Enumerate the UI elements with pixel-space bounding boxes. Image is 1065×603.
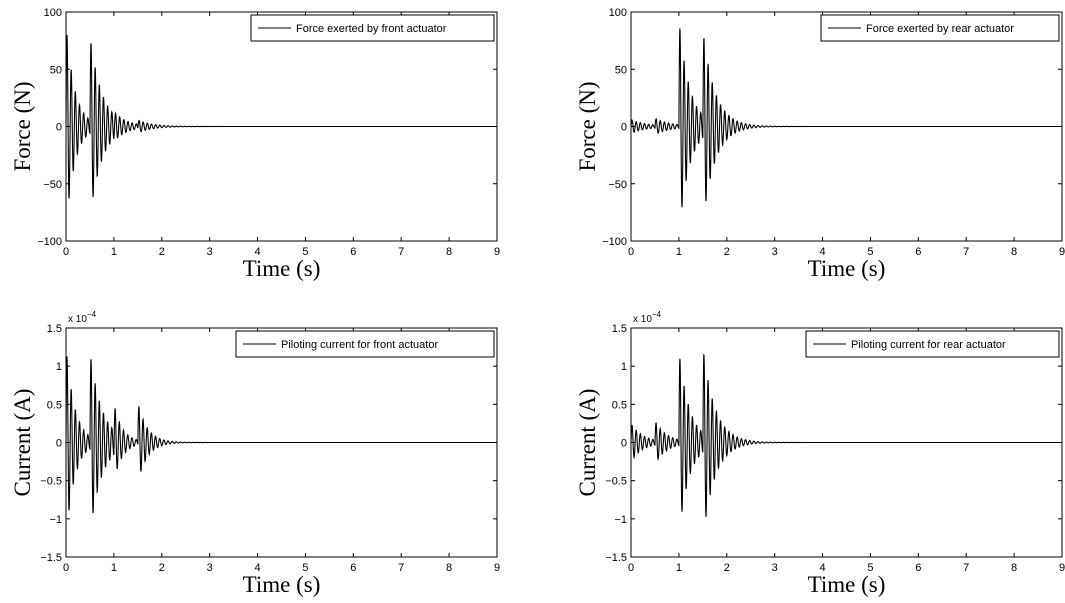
x-tick-label: 3 xyxy=(207,562,213,574)
legend-box xyxy=(235,330,495,358)
x-tick-label: 0 xyxy=(628,246,634,258)
x-axis-label: Time (s) xyxy=(808,572,886,597)
x-tick-label: 1 xyxy=(676,562,682,574)
y-tick-label: 0 xyxy=(621,438,627,450)
y-tick-label: 1.5 xyxy=(612,323,627,335)
x-tick-label: 9 xyxy=(1059,562,1065,574)
legend: Force exerted by front actuator xyxy=(250,14,495,42)
chart-panel-1: 0 1 2 3 4 5 6 7 8 9 −100 −50 0 50 100 Time (s) Force (N)… xyxy=(10,7,500,281)
x-tick-label: 3 xyxy=(772,562,778,574)
x-tick-label: 1 xyxy=(111,562,117,574)
y-tick-label: 50 xyxy=(615,64,627,76)
x-tick-label: 5 xyxy=(302,562,308,574)
x-tick-label: 8 xyxy=(1011,562,1017,574)
x-tick-label: 6 xyxy=(350,562,356,574)
legend-entry: Piloting current for front actuator xyxy=(281,339,438,351)
legend: Force exerted by rear actuator xyxy=(820,14,1060,42)
x-tick-label: 1 xyxy=(111,246,117,258)
legend: Piloting current for rear actuator xyxy=(805,330,1060,358)
x-tick-label: 2 xyxy=(159,562,165,574)
y-tick-label: 1.5 xyxy=(47,323,62,335)
legend-entry: Force exerted by rear actuator xyxy=(866,23,1014,35)
series-line xyxy=(631,353,1062,517)
x-tick-label: 4 xyxy=(819,246,825,258)
x-tick-label: 5 xyxy=(867,562,873,574)
x-tick-label: 8 xyxy=(446,562,452,574)
y-tick-label: −1.5 xyxy=(605,552,627,564)
series-line xyxy=(66,34,497,199)
x-tick-label: 3 xyxy=(207,246,213,258)
x-axis-label: Time (s) xyxy=(808,256,886,281)
x-tick-label: 0 xyxy=(628,562,634,574)
chart-panel-2: 0 1 2 3 4 5 6 7 8 9 −100 −50 0 50 100 Time (s) Force (N)… xyxy=(575,7,1065,281)
y-tick-label: 0 xyxy=(56,438,62,450)
y-tick-label: −50 xyxy=(43,179,62,191)
y-tick-label: 50 xyxy=(50,64,62,76)
x-axis-label: Time (s) xyxy=(243,256,321,281)
x-tick-label: 7 xyxy=(963,246,969,258)
x-tick-label: 0 xyxy=(63,246,69,258)
y-tick-label: −1 xyxy=(49,514,62,526)
x-tick-label: 4 xyxy=(254,246,260,258)
y-axis-label: Force (N) xyxy=(575,81,600,171)
y-tick-label: 0 xyxy=(56,122,62,134)
x-tick-label: 1 xyxy=(676,246,682,258)
x-axis-label: Time (s) xyxy=(243,572,321,597)
y-tick-label: 100 xyxy=(609,7,627,19)
x-tick-label: 2 xyxy=(159,246,165,258)
y-axis-label: Force (N) xyxy=(10,81,35,171)
x-tick-label: 9 xyxy=(1059,246,1065,258)
y-tick-label: −100 xyxy=(602,236,627,248)
x-tick-label: 7 xyxy=(963,562,969,574)
series-line xyxy=(66,356,497,514)
y-tick-label: −100 xyxy=(37,236,62,248)
y-exponent-label: x 10−4 xyxy=(633,310,662,325)
y-tick-label: 0 xyxy=(621,122,627,134)
y-tick-label: −50 xyxy=(608,179,627,191)
legend-box xyxy=(250,14,495,42)
y-tick-label: 0.5 xyxy=(47,399,62,411)
x-tick-label: 8 xyxy=(1011,246,1017,258)
x-tick-label: 5 xyxy=(867,246,873,258)
y-axis-label: Current (A) xyxy=(10,389,35,497)
x-tick-label: 2 xyxy=(724,246,730,258)
x-tick-label: 9 xyxy=(494,562,500,574)
series-line xyxy=(631,28,1062,208)
y-tick-label: −1 xyxy=(614,514,627,526)
x-tick-label: 7 xyxy=(398,246,404,258)
y-tick-label: 1 xyxy=(56,361,62,373)
x-tick-label: 6 xyxy=(350,246,356,258)
x-tick-label: 3 xyxy=(772,246,778,258)
x-tick-label: 6 xyxy=(915,246,921,258)
x-tick-label: 9 xyxy=(494,246,500,258)
x-tick-label: 4 xyxy=(254,562,260,574)
legend: Piloting current for front actuator xyxy=(235,330,495,358)
y-tick-label: 1 xyxy=(621,361,627,373)
x-tick-label: 5 xyxy=(302,246,308,258)
x-tick-label: 7 xyxy=(398,562,404,574)
x-tick-label: 0 xyxy=(63,562,69,574)
y-tick-label: −1.5 xyxy=(40,552,62,564)
x-tick-label: 4 xyxy=(819,562,825,574)
x-tick-label: 2 xyxy=(724,562,730,574)
y-tick-label: −0.5 xyxy=(605,476,627,488)
x-tick-label: 8 xyxy=(446,246,452,258)
legend-entry: Piloting current for rear actuator xyxy=(851,339,1006,351)
x-tick-label: 6 xyxy=(915,562,921,574)
y-exponent-label: x 10−4 xyxy=(68,310,97,325)
y-axis-label: Current (A) xyxy=(575,389,600,497)
y-tick-label: −0.5 xyxy=(40,476,62,488)
y-tick-label: 0.5 xyxy=(612,399,627,411)
legend-box xyxy=(805,330,1060,358)
y-tick-label: 100 xyxy=(44,7,62,19)
legend-entry: Force exerted by front actuator xyxy=(296,23,447,35)
chart-panel-3: 0 1 2 3 4 5 6 7 8 9 −1.5 −1 −0.5 0 0.5 1 1.5 x 10−4 Time (… xyxy=(10,310,500,597)
chart-panel-4: 0 1 2 3 4 5 6 7 8 9 −1.5 −1 −0.5 0 0.5 1 1.5 x 10−4 Time (… xyxy=(575,310,1065,597)
